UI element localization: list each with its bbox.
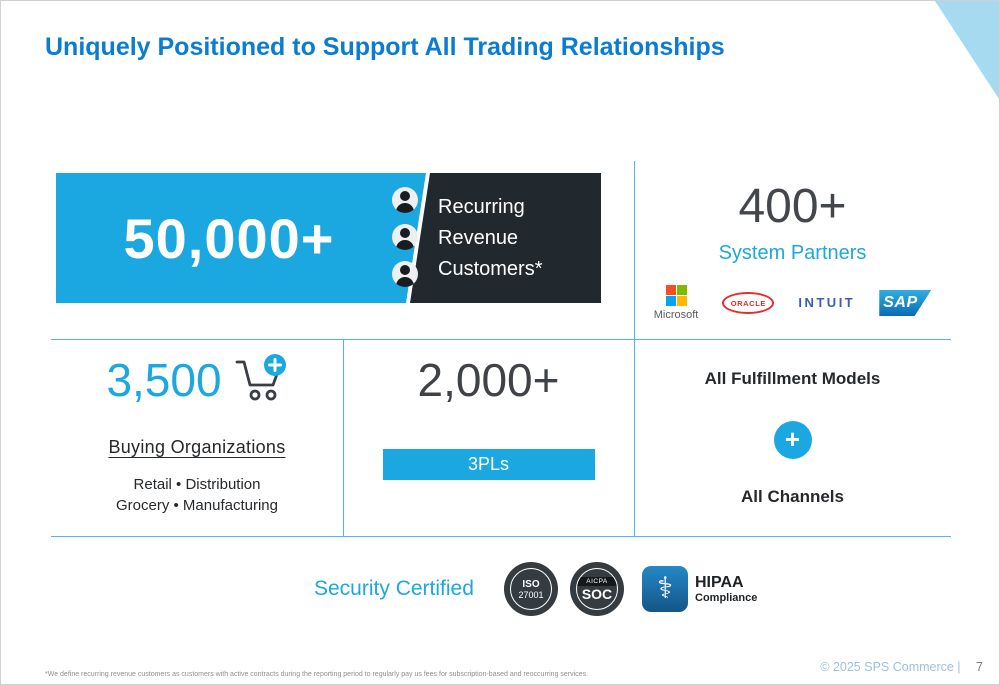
- recurring-customers-value: 50,000+: [123, 206, 335, 270]
- fulfillment-section: All Fulfillment Models + All Channels: [634, 369, 951, 507]
- system-partners-label: System Partners: [718, 242, 867, 264]
- 3pls-value: 2,000+: [417, 354, 560, 406]
- partner-logos-row: Microsoft ORACLE INTUIT SAP: [634, 285, 951, 321]
- copyright-text: © 2025 SPS Commerce |: [820, 660, 961, 674]
- aicpa-soc-badge: AICPA SOC: [570, 562, 624, 616]
- caduceus-glyph: ⚕: [656, 571, 674, 606]
- intuit-wordmark: INTUIT: [798, 295, 856, 310]
- divider-horizontal-top: [51, 339, 951, 340]
- buying-organizations-label: Buying Organizations: [108, 437, 286, 457]
- plus-glyph: +: [784, 423, 801, 454]
- customer-person-icons: [392, 187, 418, 287]
- oracle-logo: ORACLE: [722, 292, 775, 314]
- recurring-customers-label: Recurring Revenue Customers*: [438, 192, 542, 285]
- divider-vertical-bottom-left: [343, 339, 344, 536]
- 3pls-label-bar: 3PLs: [382, 449, 595, 480]
- iso-27001-badge: ISO 27001: [504, 562, 558, 616]
- iso-badge-line-2: 27001: [518, 589, 544, 600]
- footer-right: © 2025 SPS Commerce | 7: [820, 660, 983, 674]
- all-channels-label: All Channels: [741, 487, 844, 506]
- cart-plus-icon: [235, 354, 286, 401]
- buying-organizations-value: 3,500: [106, 354, 222, 406]
- footnote: *We define recurring revenue customers a…: [45, 671, 589, 678]
- caduceus-icon: ⚕: [642, 566, 688, 612]
- hipaa-badge-title: HIPAA: [695, 574, 744, 592]
- divider-vertical-top: [634, 161, 635, 339]
- intuit-logo: INTUIT: [798, 294, 855, 312]
- person-icon: [392, 224, 418, 250]
- oracle-wordmark: ORACLE: [730, 298, 766, 308]
- person-icon: [392, 187, 418, 213]
- security-badges-row: ISO 27001 AICPA SOC ⚕ HIPAA Compliance: [504, 562, 757, 616]
- security-certified-label: Security Certified: [314, 577, 474, 600]
- divider-horizontal-bottom: [51, 536, 951, 537]
- industries-line-1: Retail • Distribution: [133, 476, 261, 493]
- buying-organizations-industries: Retail • Distribution Grocery • Manufact…: [51, 474, 343, 516]
- page-number: 7: [976, 660, 983, 674]
- recurring-customers-label-line-3: Customers*: [438, 258, 543, 280]
- iso-27001-seal-icon: ISO 27001: [510, 568, 552, 610]
- recurring-customers-label-line-1: Recurring: [438, 196, 525, 218]
- person-icon: [392, 261, 418, 287]
- fulfillment-models-label: All Fulfillment Models: [704, 369, 881, 388]
- plus-icon: +: [773, 421, 812, 459]
- divider-vertical-bottom-right: [634, 339, 635, 536]
- sap-logo: SAP: [879, 290, 932, 316]
- hipaa-badge-subtitle: Compliance: [695, 591, 758, 604]
- 3pls-section: 2,000+ 3PLs: [343, 353, 634, 480]
- microsoft-squares-icon: [665, 285, 687, 306]
- buying-organizations-value-row: 3,500: [51, 353, 343, 407]
- hipaa-badge-text: HIPAA Compliance: [695, 574, 757, 604]
- recurring-customers-label-line-2: Revenue: [438, 227, 519, 249]
- aicpa-badge-banner: AICPA: [577, 576, 617, 586]
- recurring-customers-label-panel: [410, 173, 601, 303]
- system-partners-value: 400+: [738, 180, 847, 233]
- system-partners-section: 400+ System Partners Microsoft ORACLE IN…: [634, 179, 951, 321]
- buying-organizations-section: 3,500 Buying Organizations Retail • Dist…: [51, 353, 343, 516]
- soc-badge-label: SOC: [581, 585, 613, 602]
- corner-accent-triangle: [935, 1, 999, 99]
- recurring-customers-value-panel: 50,000+: [56, 173, 426, 303]
- microsoft-logo: Microsoft: [653, 285, 699, 321]
- 3pls-label: 3PLs: [467, 454, 510, 474]
- industries-line-2: Grocery • Manufacturing: [116, 497, 278, 514]
- microsoft-wordmark: Microsoft: [653, 309, 699, 321]
- sap-wordmark: SAP: [883, 294, 918, 311]
- iso-badge-line-1: ISO: [522, 578, 540, 590]
- hipaa-badge: ⚕ HIPAA Compliance: [642, 566, 757, 612]
- aicpa-soc-seal-icon: AICPA SOC: [576, 568, 618, 610]
- slide-title: Uniquely Positioned to Support All Tradi…: [45, 33, 725, 61]
